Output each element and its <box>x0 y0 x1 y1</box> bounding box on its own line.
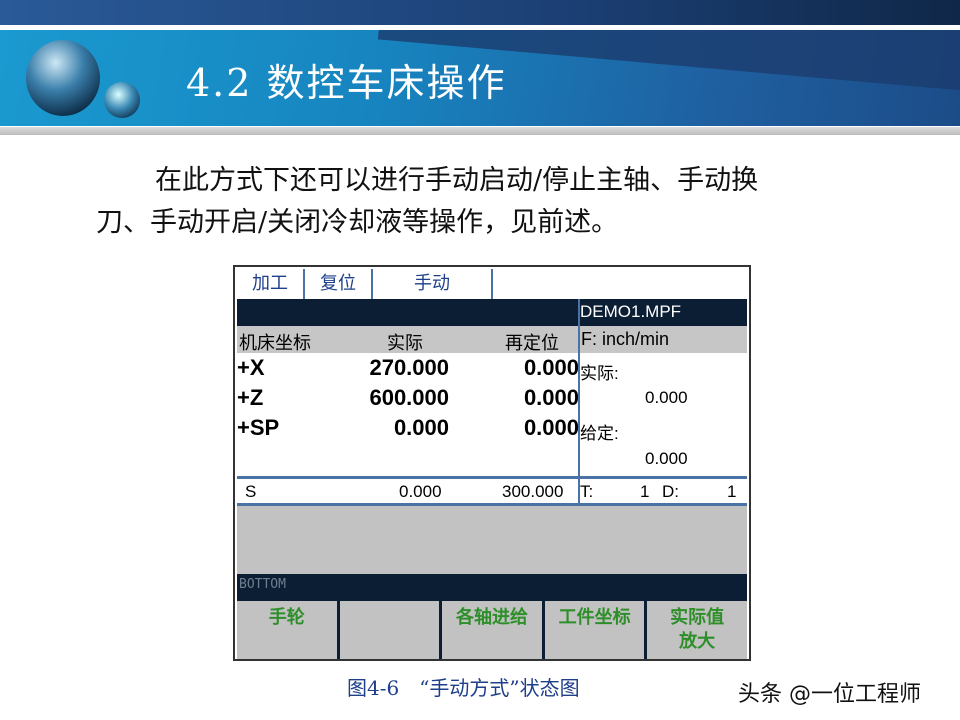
divider <box>237 503 747 506</box>
header-repos: 再定位 <box>505 333 559 353</box>
program-bar: DEMO1.MPF <box>237 299 747 326</box>
softkey-axis-feed[interactable]: 各轴进给 <box>442 601 545 659</box>
axis-actual: 600.000 <box>369 385 449 410</box>
body-text: 在此方式下还可以进行手动启动/停止主轴、手动换 刀、手动开启/关闭冷却液等操作，… <box>96 160 896 244</box>
axis-label: +SP <box>237 415 280 440</box>
divider <box>237 476 747 479</box>
spindle-set: 300.000 <box>502 482 564 501</box>
axis-repos: 0.000 <box>523 355 579 380</box>
status-bar: BOTTOM <box>237 574 747 601</box>
sphere-logo-small <box>104 82 140 118</box>
program-name: DEMO1.MPF <box>580 302 682 321</box>
feed-actual-value: 0.000 <box>645 388 688 407</box>
softkey-bar: 手轮 各轴进给 工件坐标 实际值 放大 <box>237 601 747 659</box>
header-feed-unit: F: inch/min <box>581 329 670 349</box>
axis-label: +Z <box>237 385 264 410</box>
softkey-zoom-actual[interactable]: 实际值 放大 <box>670 607 725 651</box>
spindle-label: S <box>245 482 257 501</box>
column-divider <box>578 299 580 505</box>
divider <box>0 127 960 135</box>
header-actual: 实际 <box>387 333 423 353</box>
message-area <box>237 506 747 574</box>
axis-repos: 0.000 <box>523 415 579 440</box>
axis-actual: 0.000 <box>393 415 449 440</box>
axis-label: +X <box>237 355 265 380</box>
watermark: 头条 @一位工程师 <box>738 682 921 707</box>
top-bar <box>0 0 960 25</box>
offset-label: D: <box>662 482 679 501</box>
tab-machining[interactable]: 加工 <box>237 269 305 299</box>
softkey-handwheel[interactable]: 手轮 <box>237 601 340 659</box>
figure-caption: 图4-6 “手动方式”状态图 <box>347 676 580 700</box>
axis-repos: 0.000 <box>523 385 579 410</box>
column-header: 机床坐标 实际 再定位 F: inch/min <box>237 326 747 353</box>
softkey-work-coord[interactable]: 工件坐标 <box>545 601 648 659</box>
body-line: 在此方式下还可以进行手动启动/停止主轴、手动换 <box>155 165 759 196</box>
offset-value: 1 <box>727 482 737 501</box>
slide-title: 4.2 数控车床操作 <box>186 61 507 105</box>
spindle-actual: 0.000 <box>399 482 442 501</box>
axis-actual: 270.000 <box>369 355 449 380</box>
axis-row: +X 270.000 0.000 <box>237 355 579 385</box>
mode-tabs: 加工 复位 手动 <box>237 269 493 299</box>
feed-set-label: 给定: <box>580 424 619 443</box>
tool-value: 1 <box>640 482 650 501</box>
sphere-logo <box>26 40 100 116</box>
tab-manual[interactable]: 手动 <box>373 269 493 299</box>
feed-actual-label: 实际: <box>580 364 619 383</box>
axis-row: +SP 0.000 0.000 <box>237 415 579 445</box>
title-banner <box>0 30 960 126</box>
tool-label: T: <box>580 482 594 501</box>
axis-row: +Z 600.000 0.000 <box>237 385 579 415</box>
softkey-empty[interactable] <box>340 601 443 659</box>
body-line: 刀、手动开启/关闭冷却液等操作，见前述。 <box>96 207 619 238</box>
feed-set-value: 0.000 <box>645 449 688 468</box>
header-coord: 机床坐标 <box>239 333 311 353</box>
spindle-row: S 0.000 300.000 T: 1 D: 1 <box>237 480 747 504</box>
cnc-screen: 加工 复位 手动 DEMO1.MPF 机床坐标 实际 再定位 F: inch/m… <box>233 265 751 661</box>
tab-reset[interactable]: 复位 <box>305 269 373 299</box>
